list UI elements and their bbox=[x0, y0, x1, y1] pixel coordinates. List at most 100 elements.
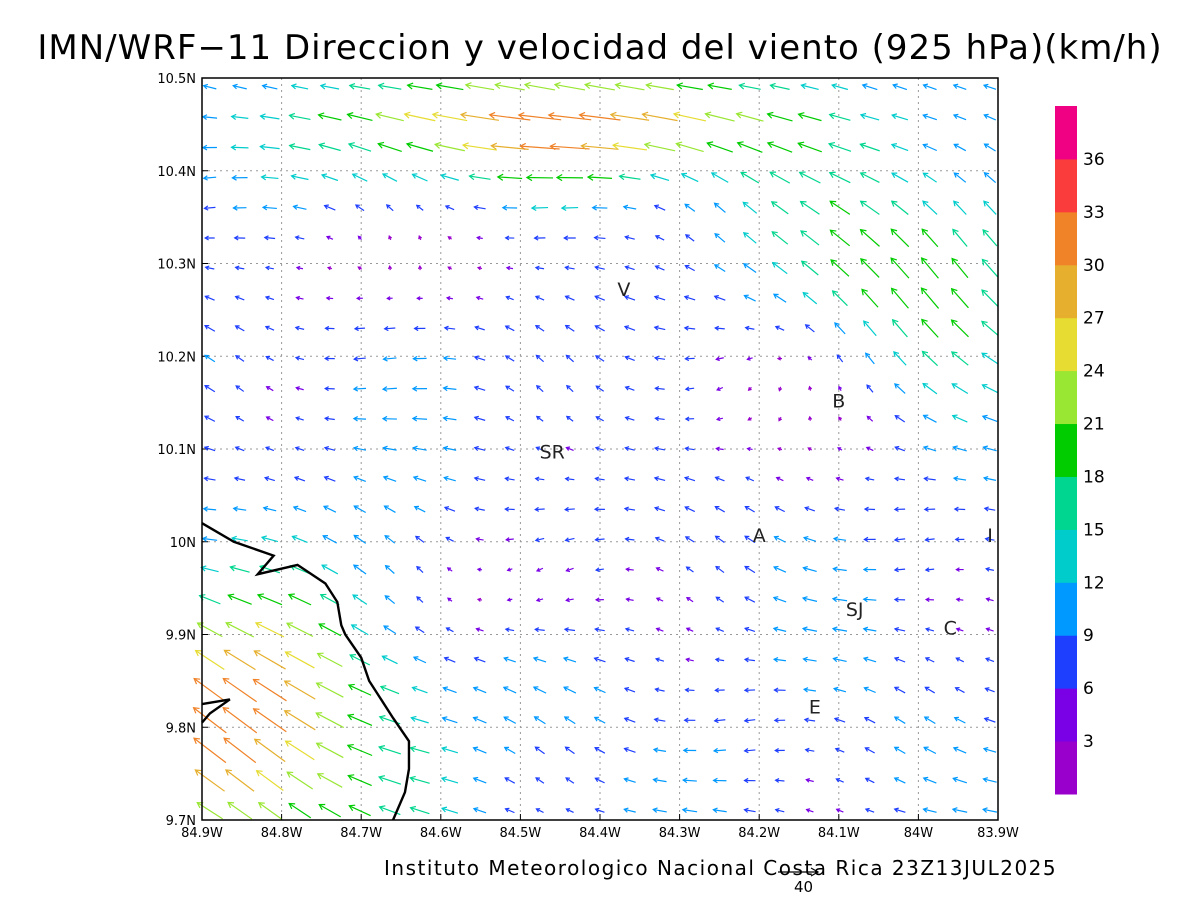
wind-arrow bbox=[838, 385, 842, 391]
wind-arrow-head bbox=[920, 287, 928, 295]
wind-arrow-shaft bbox=[563, 686, 577, 694]
wind-arrow-shaft bbox=[318, 114, 342, 121]
wind-arrow bbox=[744, 626, 756, 632]
lon-tick-label: 84.6W bbox=[420, 826, 462, 841]
wind-arrow bbox=[555, 174, 584, 182]
wind-arrow-head bbox=[952, 113, 959, 119]
wind-arrow bbox=[351, 173, 368, 182]
wind-arrow bbox=[715, 416, 724, 422]
wind-arrow-shaft bbox=[894, 716, 906, 724]
wind-arrow bbox=[222, 677, 257, 703]
wind-arrow-shaft bbox=[473, 717, 487, 724]
wind-arrow bbox=[534, 265, 545, 271]
wind-arrow bbox=[594, 325, 605, 332]
wind-arrow-head bbox=[534, 265, 540, 271]
wind-arrow-head bbox=[324, 356, 329, 362]
wind-arrow-head bbox=[654, 416, 660, 422]
wind-arrow-head bbox=[504, 446, 510, 451]
wind-arrow-shaft bbox=[503, 686, 517, 694]
wind-arrow bbox=[981, 289, 999, 307]
wind-arrow bbox=[654, 657, 665, 662]
wind-arrow-shaft bbox=[983, 84, 997, 90]
wind-arrow bbox=[357, 266, 362, 271]
wind-arrow-shaft bbox=[235, 266, 245, 270]
wind-arrow bbox=[476, 567, 483, 572]
wind-arrow-head bbox=[346, 112, 354, 119]
wind-arrow bbox=[532, 686, 547, 694]
wind-arrow-shaft bbox=[655, 387, 665, 390]
wind-arrow-head bbox=[742, 263, 749, 269]
wind-arrow-head bbox=[653, 204, 660, 210]
wind-arrow-head bbox=[714, 535, 720, 541]
wind-arrow bbox=[263, 235, 276, 241]
wind-arrow-shaft bbox=[235, 296, 245, 301]
wind-arrow-shaft bbox=[862, 84, 878, 91]
wind-arrow-head bbox=[921, 228, 929, 236]
wind-arrow-shaft bbox=[566, 808, 574, 813]
wind-arrow bbox=[743, 777, 756, 784]
wind-arrow-head bbox=[775, 476, 781, 481]
wind-arrow bbox=[324, 416, 335, 422]
wind-arrow bbox=[952, 113, 967, 121]
wind-arrow bbox=[580, 142, 619, 150]
wind-arrow-head bbox=[476, 266, 482, 271]
wind-arrow-shaft bbox=[626, 568, 634, 571]
wind-arrow-shaft bbox=[476, 538, 484, 541]
wind-arrow-shaft bbox=[623, 206, 637, 210]
wind-arrow-shaft bbox=[505, 808, 515, 814]
wind-arrow-head bbox=[255, 769, 263, 777]
wind-arrow-head bbox=[431, 111, 439, 119]
wind-arrow bbox=[683, 476, 696, 482]
wind-arrow-head bbox=[473, 385, 479, 391]
wind-arrow-head bbox=[564, 295, 570, 300]
wind-arrow bbox=[891, 172, 909, 183]
wind-arrow-head bbox=[231, 174, 237, 181]
wind-arrow bbox=[504, 235, 515, 241]
wind-arrow bbox=[745, 476, 755, 482]
wind-arrow bbox=[594, 265, 605, 271]
wind-arrow-shaft bbox=[434, 143, 465, 152]
wind-arrow-head bbox=[981, 414, 988, 421]
wind-arrow-head bbox=[766, 111, 774, 119]
wind-arrow bbox=[504, 355, 515, 362]
wind-arrow bbox=[476, 266, 483, 271]
wind-arrow bbox=[802, 565, 817, 572]
wind-arrow-head bbox=[504, 627, 510, 633]
wind-arrow-head bbox=[283, 710, 291, 717]
wind-arrow bbox=[804, 747, 815, 753]
wind-arrow-head bbox=[953, 172, 960, 178]
wind-arrow-shaft bbox=[474, 416, 486, 421]
wind-arrow-head bbox=[417, 264, 423, 270]
wind-arrow-shaft bbox=[951, 288, 969, 309]
wind-arrow-head bbox=[676, 82, 684, 90]
wind-arrow-shaft bbox=[673, 113, 707, 122]
wind-arrow-head bbox=[534, 627, 540, 633]
wind-arrow-head bbox=[654, 265, 660, 270]
wind-arrow bbox=[773, 535, 786, 543]
wind-arrow-head bbox=[595, 385, 601, 390]
wind-arrow-shaft bbox=[626, 598, 634, 601]
wind-arrow-head bbox=[261, 83, 268, 90]
wind-arrow bbox=[715, 565, 725, 574]
wind-arrow bbox=[766, 141, 793, 153]
wind-arrow-head bbox=[324, 386, 329, 392]
wind-arrow-head bbox=[490, 142, 498, 150]
wind-arrow bbox=[234, 355, 245, 362]
wind-arrow bbox=[201, 144, 217, 151]
wind-arrow bbox=[505, 385, 515, 392]
wind-arrow-shaft bbox=[504, 746, 516, 754]
wind-arrow-shaft bbox=[289, 114, 311, 121]
wind-arrow-head bbox=[594, 325, 600, 330]
wind-arrow bbox=[431, 111, 468, 122]
wind-arrow-shaft bbox=[548, 114, 592, 121]
wind-arrow bbox=[983, 143, 996, 152]
wind-arrow bbox=[682, 747, 697, 754]
wind-arrow-head bbox=[740, 171, 747, 178]
wind-arrow-head bbox=[416, 296, 421, 301]
wind-arrow bbox=[534, 476, 545, 482]
wind-arrow bbox=[324, 356, 335, 362]
wind-arrow-head bbox=[922, 445, 929, 451]
wind-arrow-head bbox=[681, 807, 688, 814]
wind-arrow bbox=[318, 623, 342, 637]
wind-arrow-head bbox=[952, 83, 959, 89]
